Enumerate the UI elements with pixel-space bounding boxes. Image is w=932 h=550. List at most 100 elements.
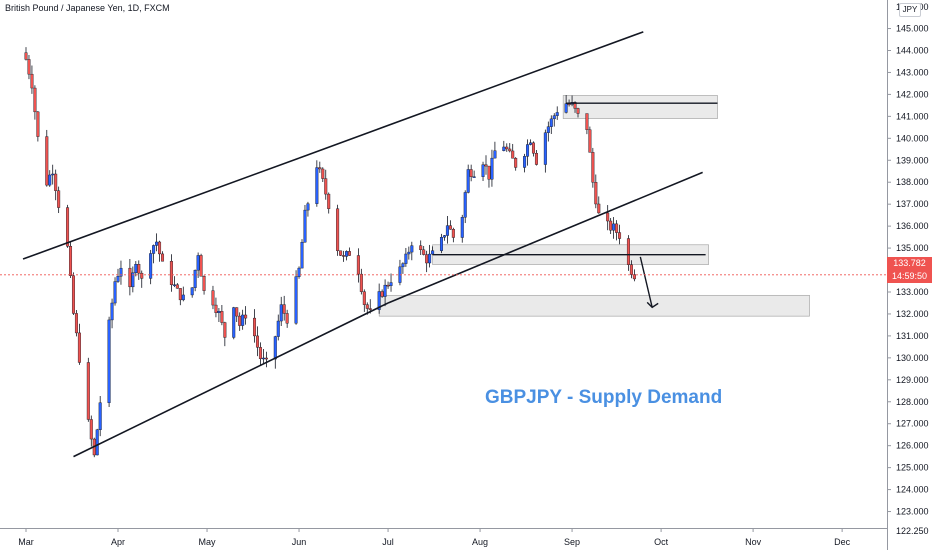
candle-body	[591, 152, 595, 183]
candle-body	[442, 235, 446, 238]
y-tick-label: 139.000	[896, 155, 929, 165]
candle-body	[24, 52, 28, 60]
candles	[24, 47, 636, 458]
candle-body	[463, 192, 467, 218]
candle-body	[211, 290, 215, 306]
candle-body	[258, 347, 262, 359]
candle-body	[386, 284, 390, 287]
candle-body	[89, 419, 93, 440]
arrow-head-icon	[646, 301, 659, 309]
candle-body	[131, 272, 135, 288]
candle-body	[48, 174, 52, 186]
candle-body	[514, 158, 518, 168]
candle-body	[54, 173, 58, 191]
candle-body	[324, 178, 328, 195]
candle-body	[365, 304, 369, 309]
arrow-shaft[interactable]	[639, 256, 653, 308]
candle-body	[190, 287, 194, 296]
candle-body	[339, 250, 343, 256]
y-tick-label-partial: 122.250	[896, 526, 929, 536]
candle-body	[119, 267, 123, 277]
candle-body	[493, 150, 497, 159]
candle-body	[199, 255, 203, 277]
y-tick-label: 129.000	[896, 375, 929, 385]
channel-line[interactable]	[22, 157, 300, 260]
x-tick-label: May	[199, 537, 217, 547]
candle-body	[149, 253, 153, 279]
supply-demand-zone[interactable]	[562, 95, 718, 119]
candle-body	[345, 251, 349, 257]
candle-body	[359, 273, 363, 292]
candle-body	[336, 208, 340, 252]
y-tick-label: 127.000	[896, 419, 929, 429]
candle-body	[484, 164, 488, 167]
candle-body	[74, 313, 78, 334]
y-tick-label: 128.000	[896, 397, 929, 407]
time-axis: Mar Apr May Jun Jul Aug Sep Oct Nov Dec	[18, 528, 851, 547]
candle-body	[30, 73, 34, 89]
candle-body	[285, 313, 289, 324]
candle-body	[27, 59, 31, 75]
candle-body	[546, 126, 550, 133]
candle-body	[377, 291, 381, 310]
y-tick-label: 145.000	[896, 24, 929, 34]
candle-body	[585, 113, 589, 130]
candle-body	[196, 255, 200, 271]
supply-demand-zone[interactable]	[378, 294, 810, 317]
candle-body	[407, 251, 411, 255]
candle-body	[368, 308, 372, 310]
y-tick-label: 123.000	[896, 507, 929, 517]
x-tick-label: Nov	[745, 537, 762, 547]
candle-body	[469, 169, 473, 177]
channel-line[interactable]	[73, 302, 389, 458]
candle-body	[573, 102, 577, 109]
candle-body	[466, 169, 470, 193]
channel-line[interactable]	[387, 171, 703, 304]
candle-body	[161, 253, 165, 262]
candle-body	[137, 264, 141, 274]
candle-body	[597, 203, 601, 214]
y-tick-label: 132.000	[896, 309, 929, 319]
candle-body	[481, 164, 485, 177]
candle-body	[128, 267, 132, 288]
last-price-tag: 133.782	[887, 257, 932, 270]
candle-body	[223, 322, 227, 338]
y-tick-label: 125.000	[896, 463, 929, 473]
candle-body	[202, 276, 206, 291]
candle-body	[425, 254, 429, 264]
candle-body	[487, 165, 491, 180]
y-tick-label: 133.000	[896, 287, 929, 297]
candle-body	[362, 291, 366, 305]
x-tick-label: Mar	[18, 537, 34, 547]
candle-body	[543, 132, 547, 165]
candle-body	[431, 250, 435, 255]
candle-body	[549, 118, 553, 127]
x-tick-label: Sep	[564, 537, 580, 547]
y-tick-label: 126.000	[896, 441, 929, 451]
candle-body	[389, 282, 393, 286]
channel-line[interactable]	[298, 31, 644, 159]
candle-body	[612, 223, 616, 231]
candle-body	[66, 207, 70, 247]
candle-body	[69, 245, 73, 276]
candle-body	[57, 190, 61, 208]
candle-body	[632, 274, 636, 280]
x-tick-label: Oct	[654, 537, 669, 547]
candle-body	[460, 217, 464, 238]
chart-title: British Pound / Japanese Yen, 1D, FXCM	[5, 3, 170, 13]
candle-body	[45, 136, 49, 186]
candle-body	[140, 272, 144, 279]
candle-body	[134, 264, 138, 274]
candle-body	[238, 315, 242, 326]
x-tick-label: Jun	[292, 537, 307, 547]
candle-body	[303, 209, 307, 243]
candle-body	[253, 317, 257, 337]
candle-body	[158, 241, 162, 255]
x-tick-label: Dec	[834, 537, 851, 547]
candle-body	[594, 182, 598, 205]
candle-body	[383, 284, 387, 297]
candle-body	[327, 193, 331, 209]
currency-badge[interactable]: JPY	[899, 3, 921, 17]
candle-body	[220, 311, 224, 323]
